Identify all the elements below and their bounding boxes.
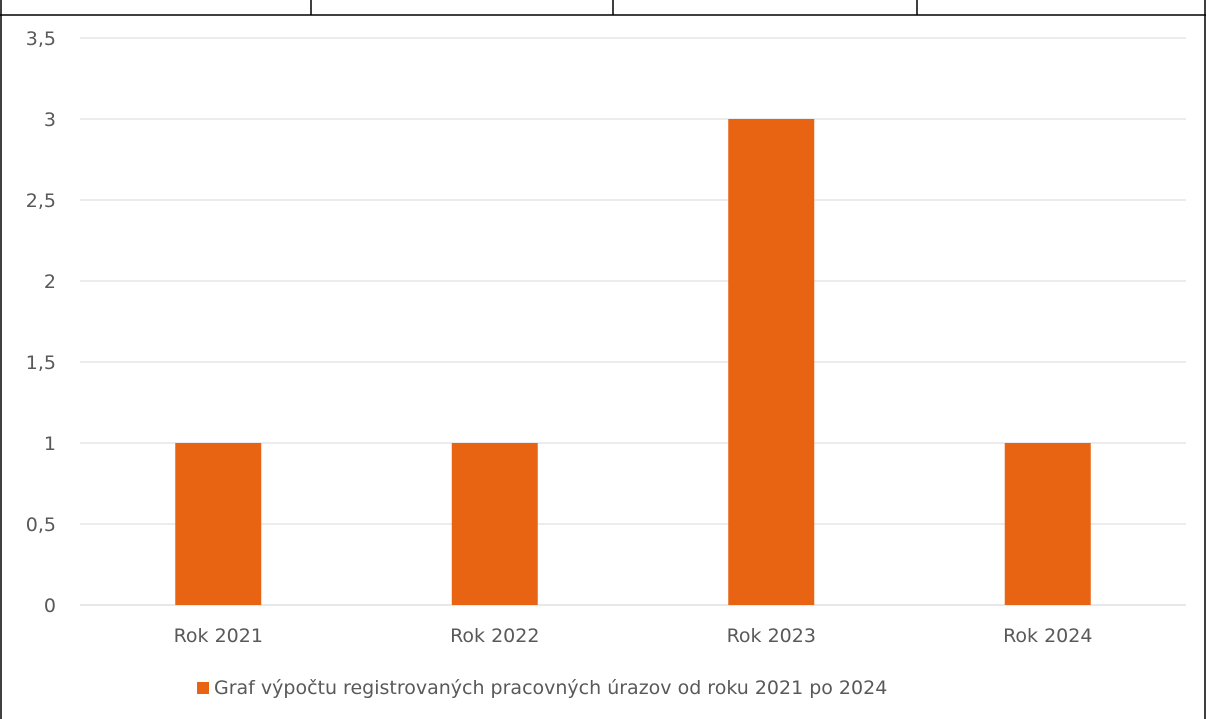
x-tick-label: Rok 2023 [727, 625, 816, 647]
y-tick-label: 1 [44, 433, 56, 455]
x-axis-tick-labels: Rok 2021 Rok 2022 Rok 2023 Rok 2024 [174, 625, 1093, 647]
bar [175, 443, 262, 605]
bar [451, 443, 538, 605]
x-tick-label: Rok 2022 [450, 625, 539, 647]
y-tick-label: 0 [44, 595, 56, 617]
y-tick-label: 3 [44, 109, 56, 131]
y-tick-label: 1,5 [26, 352, 56, 374]
x-tick-label: Rok 2021 [174, 625, 263, 647]
y-tick-label: 3,5 [26, 28, 56, 50]
bar [728, 119, 815, 605]
y-tick-label: 2,5 [26, 190, 56, 212]
gridlines [80, 37, 1186, 606]
legend-label: Graf výpočtu registrovaných pracovných ú… [214, 677, 887, 699]
y-axis-tick-labels: 0 0,5 1 1,5 2 2,5 3 3,5 [26, 28, 56, 617]
x-tick-label: Rok 2024 [1003, 625, 1092, 647]
y-tick-label: 0,5 [26, 514, 56, 536]
legend: Graf výpočtu registrovaných pracovných ú… [197, 677, 887, 699]
bars [175, 119, 1091, 605]
legend-swatch [197, 682, 209, 694]
bar [1004, 443, 1091, 605]
y-tick-label: 2 [44, 271, 56, 293]
